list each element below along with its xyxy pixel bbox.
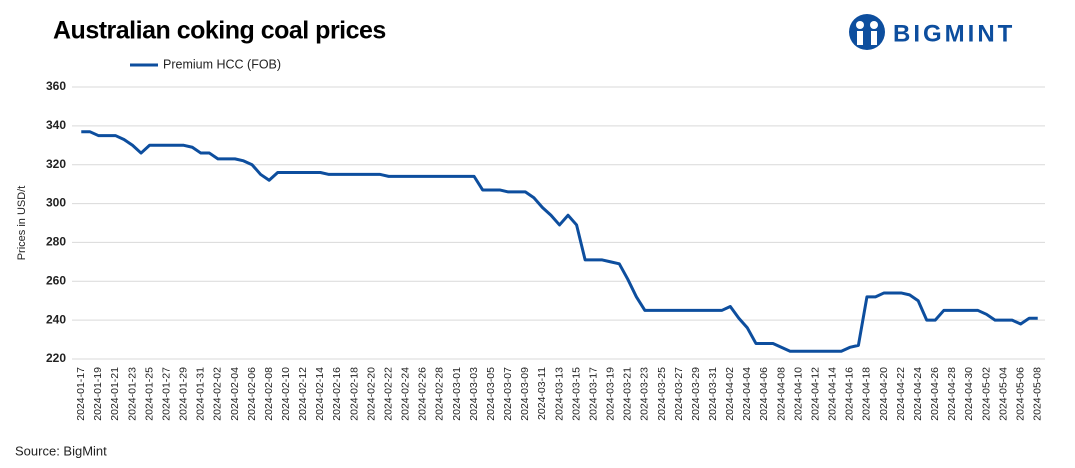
y-tick-label: 300	[46, 196, 66, 210]
x-tick-label: 2024-04-06	[758, 367, 770, 421]
x-tick-label: 2024-04-02	[724, 367, 736, 421]
x-tick-label: 2024-04-24	[912, 367, 924, 421]
x-tick-label: 2024-04-08	[775, 367, 787, 421]
x-tick-label: 2024-02-22	[382, 367, 394, 421]
chart-title: Australian coking coal prices	[53, 17, 386, 45]
x-tick-label: 2024-02-28	[434, 367, 446, 421]
x-tick-label: 2024-03-11	[536, 367, 548, 420]
x-tick-label: 2024-01-29	[178, 367, 190, 421]
x-tick-label: 2024-02-04	[229, 367, 241, 421]
x-tick-label: 2024-03-05	[485, 367, 497, 421]
x-tick-label: 2024-02-08	[263, 367, 275, 421]
x-tick-label: 2024-02-12	[297, 367, 309, 421]
logo-icon	[849, 14, 885, 50]
x-tick-label: 2024-03-27	[673, 367, 685, 421]
y-tick-label: 220	[46, 351, 66, 365]
x-tick-label: 2024-02-02	[212, 367, 224, 421]
x-tick-label: 2024-02-26	[417, 367, 429, 421]
x-tick-label: 2024-03-09	[519, 367, 531, 421]
line	[81, 130, 1038, 353]
x-tick-label: 2024-04-20	[878, 367, 890, 421]
y-axis-label: Prices in USD/t	[16, 186, 28, 261]
x-tick-label: 2024-05-02	[980, 367, 992, 421]
x-tick-label: 2024-02-20	[365, 367, 377, 421]
brand: BIGMINT	[893, 20, 1015, 47]
x-tick-label: 2024-03-17	[587, 367, 599, 421]
x-tick-label: 2024-01-19	[92, 367, 104, 421]
x-tick-label: 2024-05-04	[997, 367, 1009, 421]
x-tick-label: 2024-04-12	[809, 367, 821, 421]
x-tick-label: 2024-03-13	[553, 367, 565, 421]
x-tick-label: 2024-04-16	[844, 367, 856, 421]
x-tick-label: 2024-03-23	[639, 367, 651, 421]
x-tick-label: 2024-01-21	[109, 367, 121, 421]
x-tick-label: 2024-03-21	[622, 367, 634, 421]
x-tick-label: 2024-04-04	[741, 367, 753, 421]
x-tick-label: 2024-02-16	[331, 367, 343, 421]
legend-label: Premium HCC (FOB)	[163, 57, 281, 71]
x-tick-label: 2024-04-26	[929, 367, 941, 421]
x-tick-label: 2024-02-18	[348, 367, 360, 421]
x-tick-label: 2024-01-27	[160, 367, 172, 421]
y-tick-label: 360	[46, 79, 66, 93]
x-tick-label: 2024-01-23	[126, 367, 138, 421]
y-tick-label: 240	[46, 312, 66, 326]
x-tick-label: 2024-02-10	[280, 367, 292, 421]
x-tick-label: 2024-04-18	[861, 367, 873, 421]
x-tick-label: 2024-02-24	[400, 367, 412, 421]
y-tick-label: 340	[46, 118, 66, 132]
x-tick-label: 2024-05-08	[1032, 367, 1044, 421]
x-tick-label: 2024-03-25	[656, 367, 668, 421]
x-tick-label: 2024-01-25	[143, 367, 155, 421]
x-tick-label: 2024-04-22	[895, 367, 907, 421]
x-tick-label: 2024-05-06	[1014, 367, 1026, 421]
x-tick-label: 2024-03-15	[570, 367, 582, 421]
y-tick-label: 280	[46, 235, 66, 249]
x-tick-label: 2024-02-06	[246, 367, 258, 421]
x-tick-label: 2024-03-03	[468, 367, 480, 421]
y-tick-label: 320	[46, 157, 66, 171]
x-tick-label: 2024-04-14	[827, 367, 839, 421]
x-tick-label: 2024-04-28	[946, 367, 958, 421]
x-tick-label: 2024-03-19	[605, 367, 617, 421]
x-tick-label: 2024-03-01	[451, 367, 463, 421]
x-tick-label: 2024-01-17	[75, 367, 87, 421]
x-tick-label: 2024-04-30	[963, 367, 975, 421]
x-tick-label: 2024-02-14	[314, 367, 326, 421]
x-tick-label: 2024-03-31	[707, 367, 719, 421]
x-tick-label: 2024-04-10	[792, 367, 804, 421]
source: Source: BigMint	[15, 443, 107, 458]
x-tick-label: 2024-03-29	[690, 367, 702, 421]
y-tick-label: 260	[46, 273, 66, 287]
x-tick-label: 2024-01-31	[195, 367, 207, 421]
x-tick-label: 2024-03-07	[502, 367, 514, 421]
